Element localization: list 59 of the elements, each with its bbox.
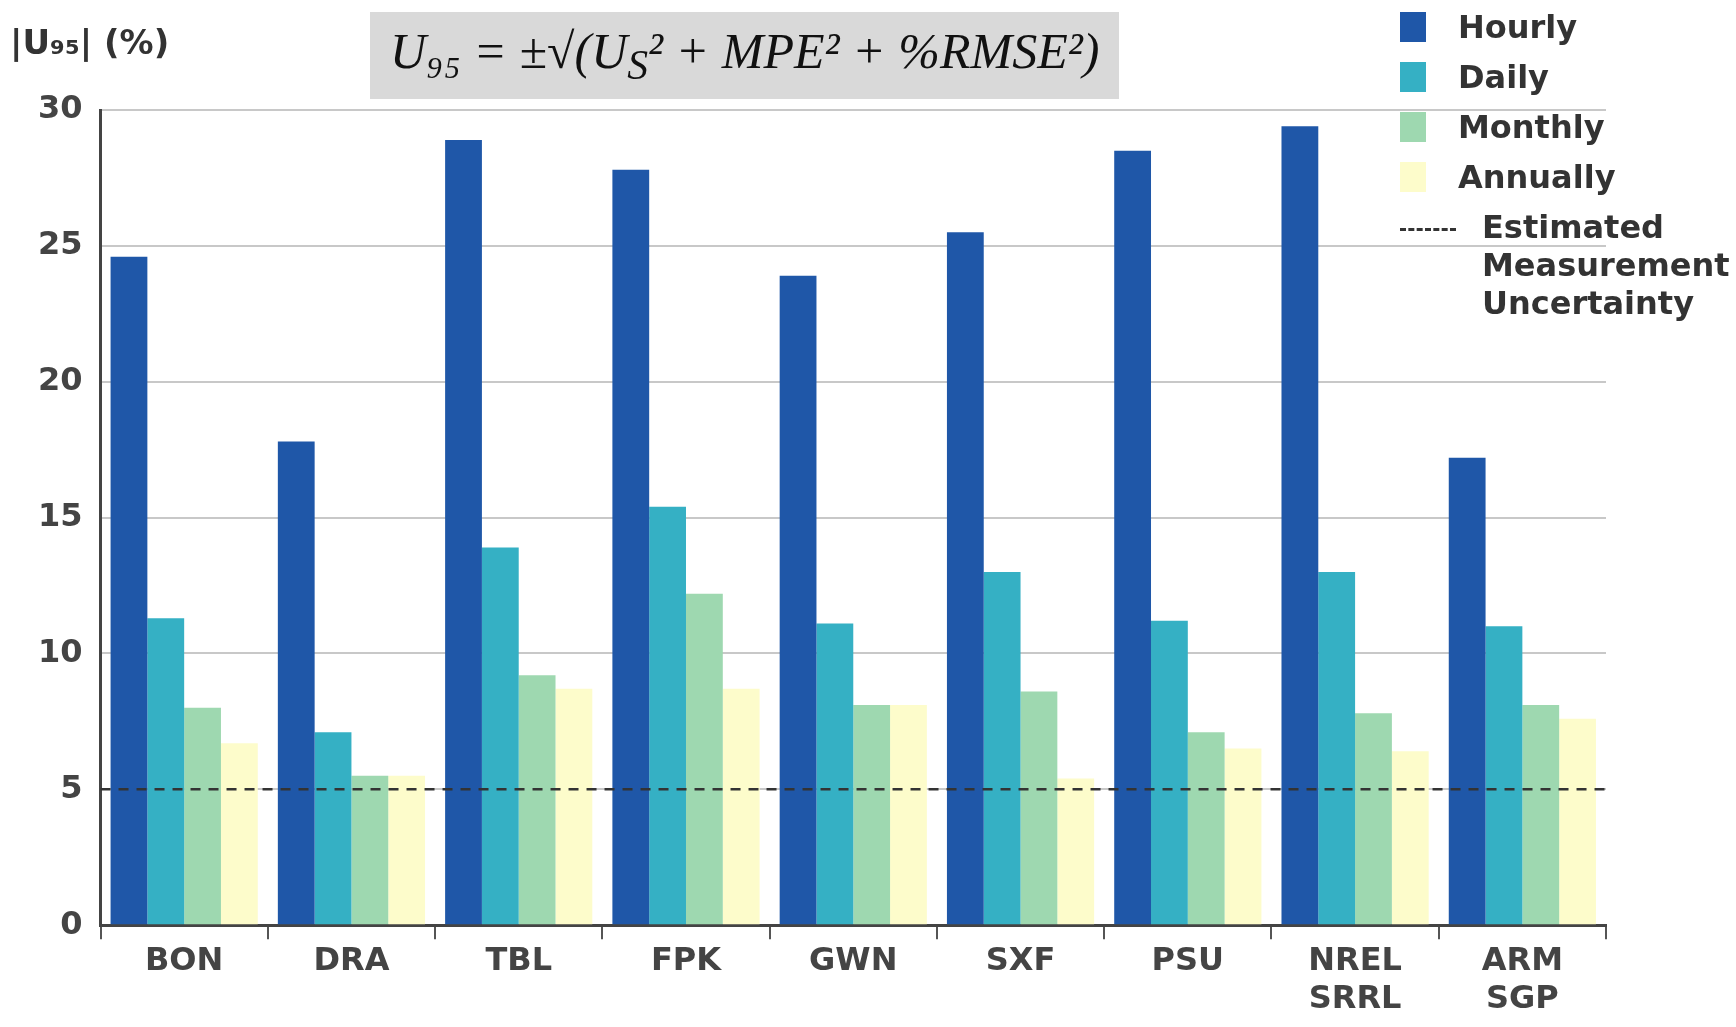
bar — [147, 618, 185, 925]
bar — [890, 705, 927, 925]
x-tick-label: DRA — [313, 939, 390, 978]
legend-label: Annually — [1458, 158, 1616, 196]
bar — [1281, 126, 1319, 925]
bar — [555, 688, 593, 925]
bar — [1187, 732, 1225, 925]
bar — [779, 275, 817, 925]
bar — [983, 571, 1021, 925]
y-tick-label: 5 — [60, 767, 83, 806]
bar — [1391, 751, 1429, 925]
legend-label: Hourly — [1458, 8, 1578, 46]
bar — [445, 139, 482, 925]
bar — [1485, 626, 1523, 925]
x-tick-label: FPK — [650, 939, 723, 978]
y-tick-label: 10 — [38, 631, 83, 670]
legend-label: Daily — [1458, 58, 1549, 96]
bar — [946, 232, 984, 925]
text: U₉₅ = ±√(U$_{S}$² + MPE² + %RMSE²) — [390, 22, 1100, 89]
bar — [685, 593, 723, 925]
y-axis-title: |U₉₅| (%) — [10, 22, 170, 62]
bar — [1224, 748, 1262, 925]
bar — [481, 547, 519, 925]
bar — [649, 506, 686, 925]
bar — [518, 675, 556, 925]
bar — [1355, 713, 1392, 925]
x-tick-label: NREL SRRL — [1308, 939, 1402, 1017]
bar — [314, 732, 352, 925]
bar — [722, 688, 760, 925]
bar — [612, 169, 650, 925]
x-tick-label: PSU — [1151, 939, 1225, 978]
x-tick-label: SXF — [985, 939, 1056, 978]
y-tick-label: 25 — [38, 224, 83, 263]
legend-label: Monthly — [1458, 108, 1605, 146]
y-tick-label: 0 — [60, 903, 83, 942]
bar — [110, 256, 148, 925]
x-tick-label: GWN — [809, 939, 898, 978]
bar — [1559, 718, 1596, 925]
y-tick-label: 30 — [38, 88, 83, 127]
bar — [220, 743, 258, 925]
bar — [1057, 778, 1095, 925]
bar — [1020, 691, 1058, 925]
bar — [853, 705, 891, 925]
bar — [816, 623, 854, 925]
x-tick-label: ARM SGP — [1481, 939, 1563, 1017]
x-tick-label: TBL — [485, 939, 553, 978]
bar — [184, 707, 221, 925]
bar — [351, 775, 389, 925]
y-tick-label: 15 — [38, 495, 83, 534]
y-tick-label: 20 — [38, 360, 83, 399]
bar — [1114, 150, 1152, 925]
bar — [1448, 457, 1486, 925]
bar — [277, 441, 315, 925]
bar — [1318, 571, 1356, 925]
bar — [1522, 705, 1560, 925]
x-tick-label: BON — [144, 939, 224, 978]
bar — [388, 775, 426, 925]
legend-label: Estimated Measurement Uncertainty — [1482, 208, 1730, 322]
bar — [1151, 620, 1188, 925]
